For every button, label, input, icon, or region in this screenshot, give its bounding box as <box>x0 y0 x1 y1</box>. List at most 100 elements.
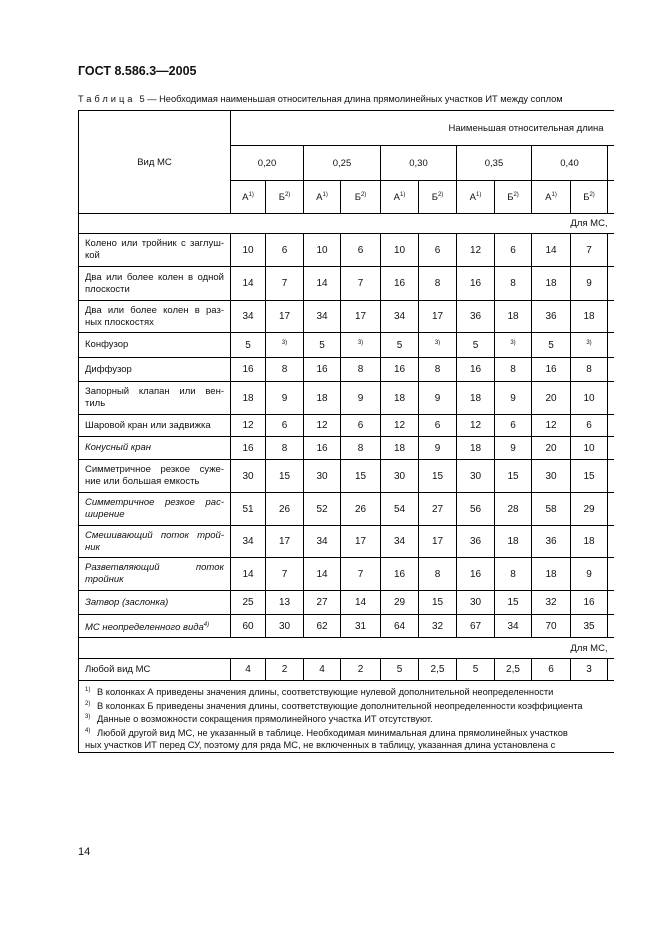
cell-value: 25 <box>242 597 254 608</box>
value-cell: 16 <box>380 266 419 301</box>
sub-header: А1) <box>230 180 266 214</box>
row-name-line: тройник <box>85 574 124 585</box>
cell-value: 56 <box>469 503 482 515</box>
column-letter: Б <box>278 191 285 203</box>
cell-value: 36 <box>469 536 482 547</box>
row-name: Разветвляющий поток тройник <box>78 557 231 591</box>
value-cell: 9 <box>570 557 608 591</box>
data-row: Затвор (заслонка) 25 13 27 14 29 15 30 15 32 16 <box>78 590 614 615</box>
value-cell: 3) <box>494 332 532 358</box>
empty-cell <box>606 180 614 214</box>
cell-value: 17 <box>431 311 444 322</box>
value-cell: 26 <box>340 492 381 526</box>
sub-header: Б2) <box>265 180 304 214</box>
value-cell: 30 <box>303 459 341 493</box>
cell-value: 27 <box>316 597 328 608</box>
row-name-line: Разветвляющий поток <box>85 562 224 573</box>
section-title: Для МС, <box>77 637 614 659</box>
value-cell: 8 <box>340 436 381 460</box>
cell-value: 3 <box>586 664 592 675</box>
cell-value: 5 <box>396 664 403 675</box>
empty-cell <box>606 658 614 681</box>
cell-value: 7 <box>281 278 288 289</box>
ratio-header: 0,40 <box>531 145 608 181</box>
row-name: Два или более колен в раз-ных плоскостях <box>78 300 231 333</box>
cell-value: 10 <box>393 244 406 256</box>
cell-value: 15 <box>507 597 519 608</box>
value-cell: 15 <box>265 459 304 493</box>
row-name-line: тиль <box>85 398 106 409</box>
cell-value: 32 <box>545 597 557 608</box>
cell-value: 34 <box>316 311 328 322</box>
cell-value: 14 <box>242 568 254 580</box>
note-line: 1) В колонках А приведены значения длины,… <box>85 685 614 699</box>
value-cell: 17 <box>265 300 304 333</box>
cell-value: 52 <box>316 503 328 515</box>
note-ref: 1) <box>85 687 91 693</box>
value-cell: 32 <box>531 590 571 615</box>
cell-value: 10 <box>583 442 595 454</box>
value-cell: 6 <box>494 414 532 437</box>
cell-value: 17 <box>354 311 367 322</box>
value-cell: 16 <box>230 436 266 460</box>
value-cell: 30 <box>456 459 495 493</box>
cell-value: 3) <box>281 339 288 346</box>
cell-value: 17 <box>278 311 291 322</box>
value-cell: 16 <box>380 557 419 591</box>
cell-value: 4 <box>245 664 251 675</box>
row-name-line: Симметричное резкое суже- <box>85 464 224 475</box>
value-cell: 30 <box>230 459 266 493</box>
section-row: Для МС, <box>77 213 614 234</box>
value-cell: 34 <box>380 525 419 558</box>
value-cell: 34 <box>230 525 266 558</box>
table-caption: Таблица 5 — Необходимая наименьшая относи… <box>78 94 563 104</box>
data-row: Любой вид МС 4 2 4 2 5 2,5 5 2,5 6 3 <box>78 658 614 681</box>
cell-value: 30 <box>545 470 557 482</box>
value-cell: 18 <box>531 557 571 591</box>
value-cell: 12 <box>531 414 571 437</box>
row-name-line: Симметричное резкое рас- <box>85 497 224 508</box>
cell-value: 6 <box>281 244 288 256</box>
value-cell: 18 <box>494 300 532 333</box>
value-cell: 36 <box>456 300 495 333</box>
row-name: Затвор (заслонка) <box>78 590 231 615</box>
value-cell: 9 <box>570 266 608 301</box>
note-line: 2) В колонках Б приведены значения длины,… <box>85 699 614 713</box>
value-cell: 27 <box>418 492 457 526</box>
cell-value: 6 <box>434 420 441 431</box>
value-cell: 18 <box>456 436 495 460</box>
data-row: Конфузор 5 3) 5 3) 5 3) 5 3) 5 3) <box>78 332 614 358</box>
value-cell: 3 <box>570 658 608 681</box>
row-name-line: Конусный кран <box>85 442 152 453</box>
footnote-ref: 2) <box>360 191 367 198</box>
value-cell: 9 <box>494 381 532 415</box>
sub-header: А1) <box>303 180 341 214</box>
value-cell: 5 <box>230 332 266 358</box>
cell-value: 18 <box>469 392 482 404</box>
value-cell: 16 <box>230 357 266 382</box>
data-row: МС неопределенного вида4) 60 30 62 31 64 32 67 3… <box>78 614 614 638</box>
cell-value: 14 <box>316 568 328 580</box>
cell-value: 15 <box>507 470 519 482</box>
caption-label: Таблица <box>78 94 136 104</box>
cell-value: 10 <box>583 392 595 404</box>
cell-value: 30 <box>278 620 291 632</box>
note-text: Любой другой вид МС, не указанный в табл… <box>97 728 568 739</box>
value-cell: 8 <box>570 357 608 382</box>
row-name: Симметричное резкое рас-ширение <box>78 492 231 526</box>
value-cell: 16 <box>456 266 495 301</box>
empty-cell <box>606 459 614 493</box>
sub-header: А1) <box>380 180 419 214</box>
value-cell: 10 <box>570 381 608 415</box>
note-text: ных участков ИТ перед СУ, поэтому для ря… <box>85 739 556 750</box>
value-cell: 7 <box>340 266 381 301</box>
value-cell: 14 <box>303 266 341 301</box>
value-cell: 67 <box>456 614 495 638</box>
cell-value: 34 <box>393 311 406 322</box>
cell-value: 67 <box>469 620 482 632</box>
value-cell: 18 <box>380 381 419 415</box>
cell-value: 18 <box>545 278 557 289</box>
cell-value: 8 <box>281 442 288 454</box>
value-cell: 8 <box>494 357 532 382</box>
